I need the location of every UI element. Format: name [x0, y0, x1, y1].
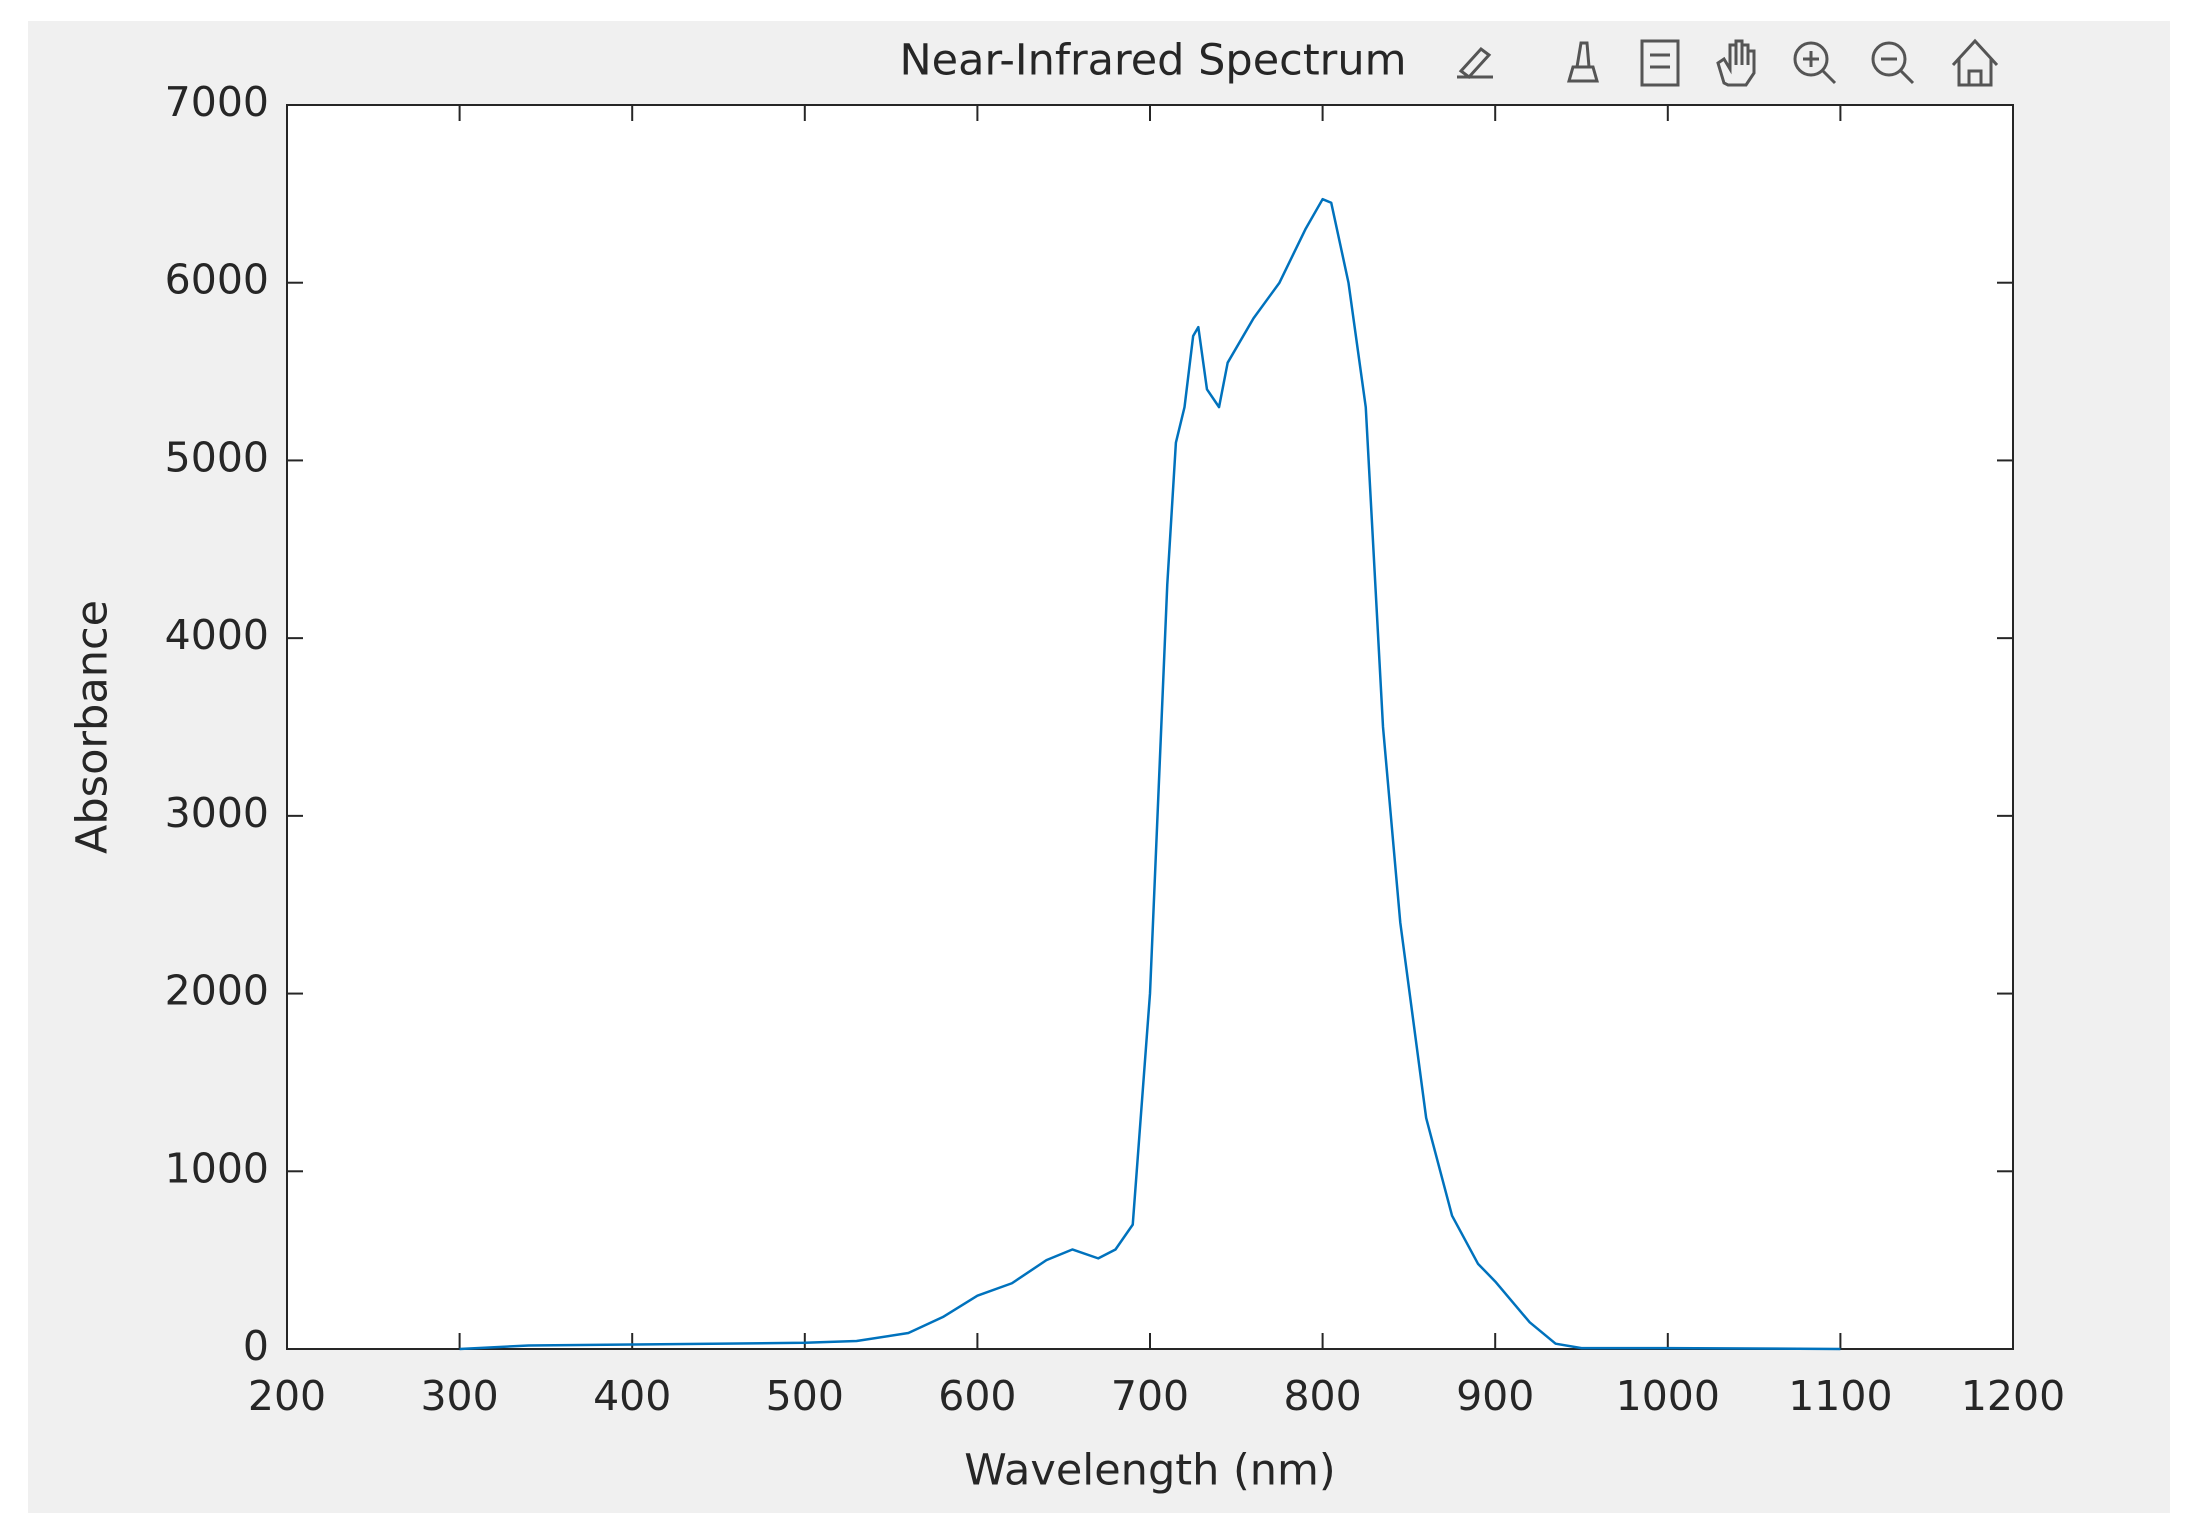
y-tick-label: 5000	[165, 433, 269, 481]
y-tick-label: 1000	[165, 1144, 269, 1192]
zoom-out-icon[interactable]	[1871, 41, 1915, 85]
zoom-in-icon[interactable]	[1793, 41, 1837, 85]
x-tick-label: 200	[248, 1372, 326, 1420]
axes-box	[286, 104, 2014, 1350]
x-tick-label: 500	[766, 1372, 844, 1420]
x-tick-label: 800	[1283, 1372, 1361, 1420]
x-tick-label: 400	[593, 1372, 671, 1420]
chart-title: Near-Infrared Spectrum	[899, 36, 1406, 86]
data-tip-icon[interactable]	[1567, 41, 1599, 83]
x-tick-label: 600	[938, 1372, 1016, 1420]
x-axis-label: Wavelength (nm)	[964, 1446, 1335, 1496]
y-tick-label: 7000	[165, 78, 269, 126]
brush-icon[interactable]	[1457, 46, 1493, 80]
home-icon[interactable]	[1951, 38, 1999, 87]
y-tick-label: 3000	[165, 789, 269, 837]
x-tick-label: 300	[420, 1372, 498, 1420]
x-tick-label: 700	[1111, 1372, 1189, 1420]
y-tick-label: 0	[243, 1322, 269, 1370]
toolbar	[1457, 38, 1999, 87]
x-tick-label: 1000	[1616, 1372, 1720, 1420]
pan-icon[interactable]	[1716, 39, 1756, 87]
plot-area	[287, 105, 2013, 1349]
y-tick-label: 6000	[165, 256, 269, 304]
x-tick-label: 1200	[1961, 1372, 2065, 1420]
x-tick-label: 1100	[1788, 1372, 1892, 1420]
legend-icon[interactable]	[1640, 39, 1680, 87]
y-tick-label: 2000	[165, 967, 269, 1015]
x-tick-label: 900	[1456, 1372, 1534, 1420]
series-line	[459, 197, 1841, 1351]
y-tick-label: 4000	[165, 611, 269, 659]
y-axis-label: Absorbance	[68, 600, 118, 854]
